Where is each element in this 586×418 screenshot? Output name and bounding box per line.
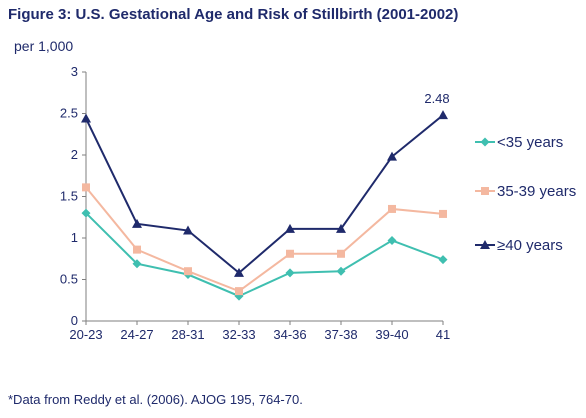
chart-series [81, 110, 448, 301]
data-point [387, 235, 397, 245]
data-point [81, 208, 91, 218]
chart-annotations: 2.48 [424, 91, 449, 106]
legend-label: 35-39 years [497, 183, 576, 200]
data-point [438, 255, 448, 265]
y-axis-label: per 1,000 [14, 38, 74, 54]
data-point [336, 266, 346, 276]
y-tick-label: 0 [71, 313, 78, 328]
legend-label: ≥40 years [497, 237, 563, 254]
y-tick-label: 2.5 [60, 106, 78, 121]
y-tick-label: 1.5 [60, 189, 78, 204]
data-point [184, 267, 192, 276]
data-point [285, 268, 295, 278]
x-tick-label: 37-38 [324, 327, 357, 342]
data-point [183, 225, 193, 235]
data-point [438, 110, 448, 120]
data-point [388, 204, 396, 213]
legend-label: <35 years [497, 134, 563, 151]
data-point [286, 249, 294, 258]
x-tick-label: 39-40 [375, 327, 408, 342]
data-point [82, 183, 90, 192]
legend-swatch-marker [480, 240, 490, 249]
series-line [85, 114, 444, 275]
y-tick-label: 2 [71, 147, 78, 162]
chart-legend: <35 years 35-39 years ≥40 years [475, 134, 576, 254]
legend-swatch-marker [481, 187, 489, 195]
data-point [133, 245, 141, 254]
data-point [132, 218, 142, 228]
data-point [337, 249, 345, 258]
x-tick-label: 32-33 [222, 327, 255, 342]
y-tick-label: 1 [71, 230, 78, 245]
y-tick-label: 3 [71, 64, 78, 79]
data-point [336, 223, 346, 233]
x-tick-label: 34-36 [273, 327, 306, 342]
chart-title: Figure 3: U.S. Gestational Age and Risk … [8, 6, 459, 23]
data-point [285, 223, 295, 233]
data-point [439, 209, 447, 218]
footnote: *Data from Reddy et al. (2006). AJOG 195… [8, 392, 303, 407]
y-tick-label: 0.5 [60, 272, 78, 287]
data-point [387, 151, 397, 161]
data-point [81, 113, 91, 123]
data-point [132, 259, 142, 269]
data-label: 2.48 [424, 91, 449, 106]
legend-swatch-marker [480, 137, 490, 147]
chart-axes: 0 0.5 1 1.5 2 2.5 3 20-23 24-27 28-31 32-33 34-36 37… [60, 64, 450, 342]
x-tick-label: 20-23 [69, 327, 102, 342]
x-tick-label: 24-27 [120, 327, 153, 342]
series-line [85, 212, 444, 298]
data-point [235, 287, 243, 296]
data-point [234, 267, 244, 277]
series-line [85, 186, 444, 293]
x-tick-label: 41 [436, 327, 450, 342]
x-tick-label: 28-31 [171, 327, 204, 342]
